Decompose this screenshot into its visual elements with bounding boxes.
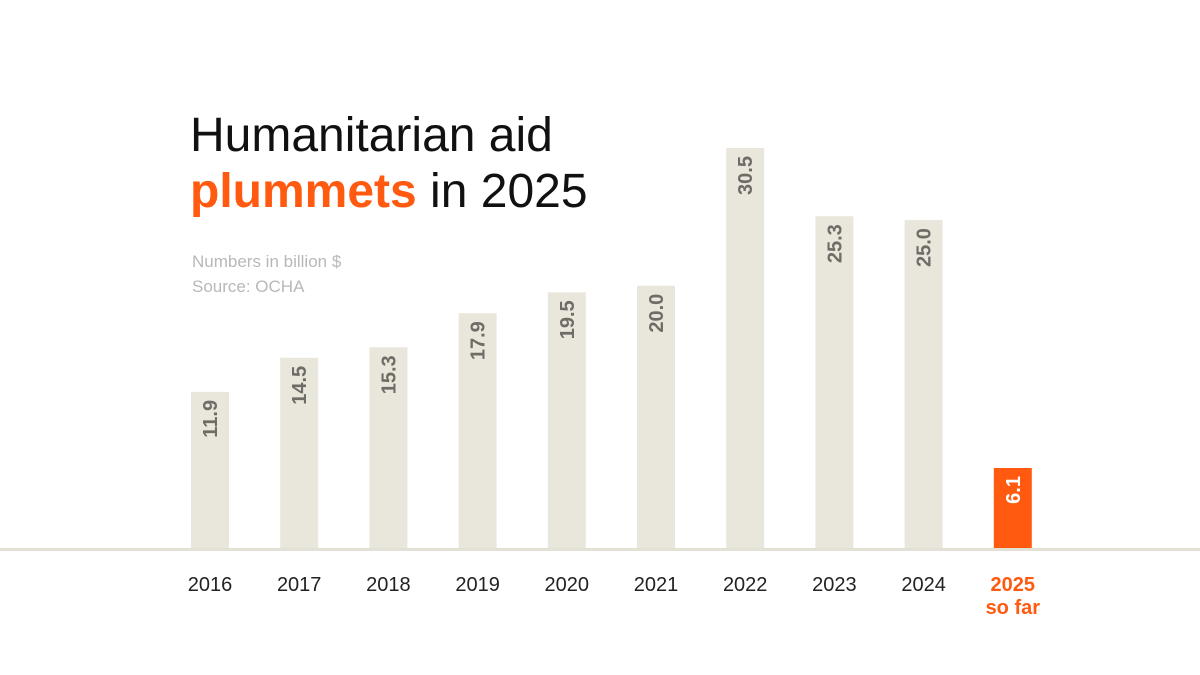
- bar-2018: [369, 347, 408, 548]
- value-label-2016: 11.9: [200, 400, 222, 438]
- value-label-2020: 19.5: [557, 300, 579, 339]
- value-label-2022: 30.5: [735, 156, 757, 195]
- x-tick-label-2025: 2025: [991, 574, 1036, 596]
- chart-subtitle: Numbers in billion $ Source: OCHA: [192, 249, 341, 299]
- bar-2025: [993, 468, 1032, 548]
- value-label-2018: 15.3: [378, 355, 400, 394]
- bar-2016: [191, 391, 229, 548]
- x-tick-label-2017: 2017: [277, 574, 322, 596]
- value-label-2023: 25.3: [824, 224, 846, 263]
- x-tick-label-2021: 2021: [634, 574, 679, 596]
- value-label-2024: 25.0: [914, 228, 936, 267]
- bar-2017: [280, 357, 319, 548]
- units-note: Numbers in billion $: [192, 252, 342, 271]
- x-tick-label-2022: 2022: [723, 574, 768, 596]
- bar-2019: [458, 313, 497, 548]
- bar-2023: [815, 216, 854, 548]
- value-label-2021: 20.0: [646, 294, 668, 333]
- x-tick-label-2016: 2016: [188, 574, 233, 596]
- bar-2020: [547, 292, 586, 548]
- source-note: Source: OCHA: [192, 277, 305, 296]
- title-line-2-rest: in 2025: [416, 165, 588, 218]
- title-line-1: Humanitarian aid: [190, 109, 553, 162]
- bar-2021: [637, 285, 675, 548]
- value-label-2025: 6.1: [1003, 476, 1025, 504]
- bar-2022: [726, 148, 765, 548]
- x-tick-label-2019: 2019: [455, 574, 500, 596]
- chart-title: Humanitarian aid plummets in 2025: [190, 108, 588, 220]
- x-tick-sublabel-2025: so far: [986, 597, 1041, 619]
- value-label-2019: 17.9: [468, 321, 490, 360]
- title-highlight: plummets: [190, 165, 417, 218]
- bar-2024: [904, 220, 943, 548]
- x-tick-label-2018: 2018: [366, 574, 411, 596]
- x-tick-label-2020: 2020: [545, 574, 590, 596]
- x-tick-label-2024: 2024: [901, 574, 946, 596]
- baseline: [0, 548, 1200, 551]
- value-label-2017: 14.5: [289, 366, 311, 405]
- x-tick-label-2023: 2023: [812, 574, 857, 596]
